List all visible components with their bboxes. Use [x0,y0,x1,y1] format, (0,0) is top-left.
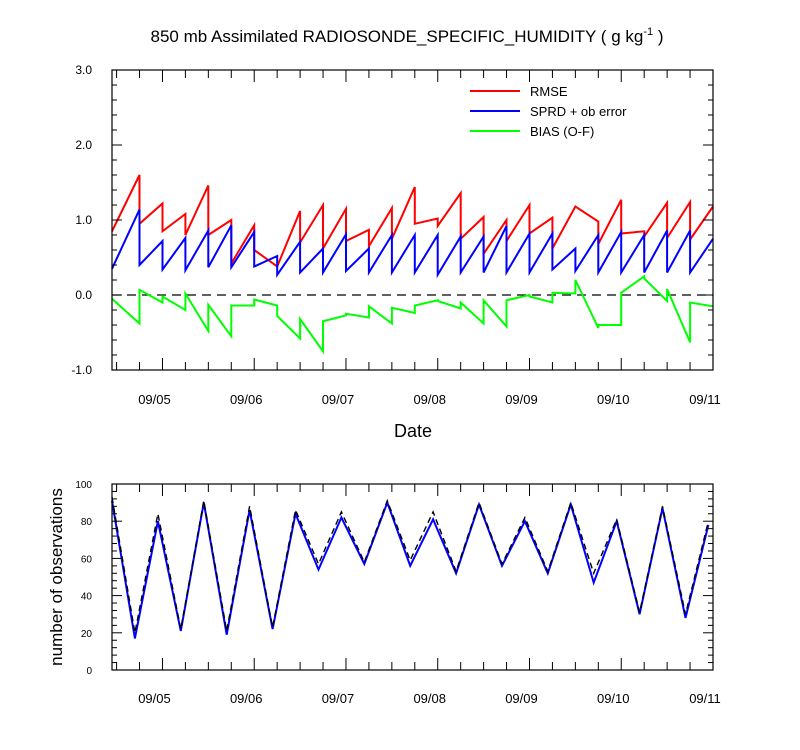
bottom-x-tick-label: 09/07 [322,691,355,706]
bottom-plot-frame [111,483,714,671]
bottom-x-tick-label: 09/09 [505,691,538,706]
top-x-tick-label: 09/11 [689,392,721,407]
legend-label: BIAS (O-F) [530,124,594,139]
bottom-y-tick-label: 20 [81,629,93,640]
bottom-series-possible [111,496,710,633]
bottom-y-tick-label: 100 [75,480,92,491]
top-x-tick-label: 09/06 [230,392,263,407]
bottom-axes-group: 0 20 40 60 80 100 09/05 09/06 09/07 09/08 09/09 09/… [75,480,720,706]
bottom-x-tick-label: 09/11 [689,691,721,706]
top-y-tick-label: 0.0 [75,288,92,302]
legend-label: RMSE [530,84,568,99]
bottom-y-tick-label: 60 [81,554,93,565]
top-y-tick-label: -1.0 [71,363,92,377]
top-series-rmse [111,174,714,269]
top-x-tick-label: 09/10 [597,392,630,407]
top-x-tick-label: 09/07 [322,392,355,407]
bottom-x-tick-label: 09/05 [138,691,171,706]
bottom-y-tick-label: 80 [81,517,93,528]
top-series-bias-o-f [111,274,714,355]
top-x-tick-label: 09/09 [505,392,538,407]
bottom-x-tick-label: 09/06 [230,691,263,706]
bottom-series-assimilated [111,499,710,639]
top-x-axis-label: Date [394,421,432,441]
bottom-y-tick-label: 0 [86,666,92,677]
bottom-y-tick-label: 40 [81,592,93,603]
bottom-x-tick-label: 09/10 [597,691,630,706]
top-series-group [111,174,714,355]
top-chart-title: 850 mb Assimilated RADIOSONDE_SPECIFIC_H… [151,26,664,46]
top-y-tick-label: 3.0 [75,63,92,77]
top-y-tick-label: 1.0 [75,213,92,227]
top-legend: RMSE SPRD + ob error BIAS (O-F) [470,84,627,139]
bottom-x-tick-label: 09/08 [413,691,446,706]
bottom-y-axis-label: number of observations [47,488,66,666]
top-x-tick-label: 09/08 [413,392,446,407]
top-axes-group: -1.0 0.0 1.0 2.0 3.0 09/05 09/06 09/07 09/08 09/0… [71,63,720,407]
top-x-tick-label: 09/05 [138,392,171,407]
top-series-sprd-ob-error [111,209,714,279]
bottom-series-group [111,496,710,639]
top-y-tick-label: 2.0 [75,138,92,152]
legend-label: SPRD + ob error [530,104,627,119]
